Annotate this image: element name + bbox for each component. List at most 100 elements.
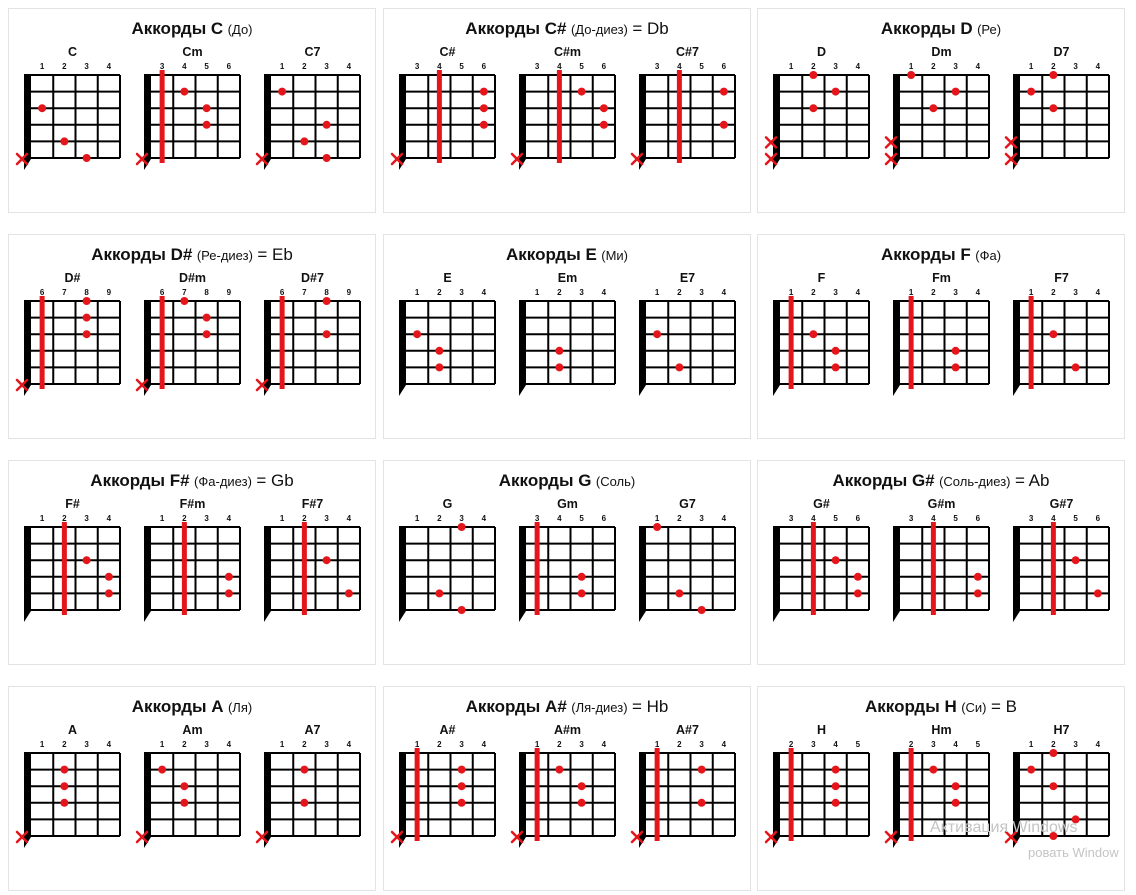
barre-line xyxy=(908,296,914,389)
chord-diagram: C 1 2 3 4 xyxy=(15,45,129,170)
chord-name: H xyxy=(817,723,826,737)
mute-mark xyxy=(15,830,29,844)
fret-number: 4 xyxy=(602,740,607,749)
fret-number: 2 xyxy=(811,62,816,71)
finger-dot xyxy=(973,572,982,581)
chord-diagram-svg: D#m 6 7 8 9 xyxy=(135,271,241,396)
finger-dot xyxy=(60,137,69,146)
fret-number: 6 xyxy=(227,62,232,71)
finger-dot xyxy=(809,330,818,339)
chord-diagram: C#7 3 4 5 6 xyxy=(630,45,744,170)
fret-number: 6 xyxy=(40,288,45,297)
fret-number: 8 xyxy=(84,288,89,297)
finger-dot xyxy=(60,765,69,774)
chord-diagram: C# 3 4 5 6 xyxy=(390,45,504,170)
chord-name: F#7 xyxy=(302,497,324,511)
finger-dot xyxy=(929,765,938,774)
finger-dot xyxy=(479,104,488,113)
panel-title-subtitle: (До-диез) xyxy=(570,22,628,37)
fret-number: 3 xyxy=(160,62,165,71)
finger-dot xyxy=(202,120,211,129)
nut xyxy=(399,300,406,396)
chord-diagram-svg: A# 1 2 3 4 xyxy=(390,723,496,848)
fret-number: 1 xyxy=(160,514,165,523)
fret-number: 6 xyxy=(602,62,607,71)
chord-diagram: F7 1 2 3 4 xyxy=(1006,271,1118,396)
finger-dot xyxy=(1049,330,1058,339)
chord-diagram-svg: F 1 2 3 4 xyxy=(773,271,870,396)
finger-dot xyxy=(278,87,287,96)
chord-diagram: G 1 2 3 4 xyxy=(392,497,504,622)
chord-diagram: G#7 3 4 5 6 xyxy=(1006,497,1118,622)
finger-dot xyxy=(719,87,728,96)
barre-line xyxy=(810,522,816,615)
panel-title: Аккорды E (Ми) xyxy=(384,245,750,265)
fret-number: 4 xyxy=(347,514,352,523)
nut xyxy=(773,300,780,396)
fret-number: 2 xyxy=(437,740,442,749)
fret-number: 4 xyxy=(227,740,232,749)
chord-panel: Аккорды C# (До-диез) = Db C# 3 4 5 6 C#m 3 4 5 6 C#… xyxy=(383,8,751,213)
fret-number: 4 xyxy=(856,62,861,71)
finger-dot xyxy=(809,104,818,113)
panel-title-subtitle: (Фа-диез) xyxy=(194,474,252,489)
fret-number: 8 xyxy=(324,288,329,297)
finger-dot xyxy=(951,363,960,372)
chord-panel: Аккорды G (Соль) G 1 2 3 4 Gm 3 4 5 6 G7 1 2 3 4 xyxy=(383,460,751,665)
nut xyxy=(399,526,406,622)
finger-dot xyxy=(1049,749,1058,757)
finger-dot xyxy=(479,87,488,96)
finger-dot xyxy=(479,120,488,129)
nut xyxy=(264,752,271,848)
finger-dot xyxy=(555,363,564,372)
fret-number: 4 xyxy=(953,740,958,749)
chord-name: C#7 xyxy=(676,45,699,59)
finger-dot xyxy=(555,765,564,774)
panel-title-name: Аккорды D xyxy=(880,19,973,38)
finger-dot xyxy=(224,572,233,581)
chord-panel: Аккорды D (Ре) D 1 2 3 4 Dm 1 2 3 4 D7 1 2 3 4 xyxy=(757,8,1125,213)
finger-dot xyxy=(457,765,466,774)
panel-title: Аккорды A (Ля) xyxy=(9,697,375,717)
fret-number: 1 xyxy=(280,514,285,523)
fret-number: 4 xyxy=(227,514,232,523)
fret-number: 2 xyxy=(811,288,816,297)
chord-name: A xyxy=(68,723,77,737)
fret-number: 9 xyxy=(227,288,232,297)
finger-dot xyxy=(951,346,960,355)
nut xyxy=(519,752,526,848)
chord-panel: Аккорды A (Ля) A 1 2 3 4 Am 1 2 3 4 A7 1 2 3 4 xyxy=(8,686,376,891)
fret-number: 4 xyxy=(722,740,727,749)
fret-number: 4 xyxy=(347,62,352,71)
chord-diagram-svg: Em 1 2 3 4 xyxy=(519,271,616,396)
finger-dot xyxy=(158,765,167,774)
fret-number: 2 xyxy=(557,740,562,749)
fret-number: 2 xyxy=(677,288,682,297)
chord-diagram: D 1 2 3 4 xyxy=(764,45,878,170)
panel-title-alias: = Gb xyxy=(256,471,294,490)
barre-line xyxy=(534,748,540,841)
chord-name: F# xyxy=(65,497,80,511)
fret-number: 3 xyxy=(415,62,420,71)
fret-number: 6 xyxy=(856,514,861,523)
chord-diagram: G#m 3 4 5 6 xyxy=(886,497,998,622)
mute-mark xyxy=(255,152,269,166)
chord-diagram: Hm 2 3 4 5 xyxy=(884,723,998,848)
fret-number: 2 xyxy=(677,740,682,749)
chord-diagram: D#7 6 7 8 9 xyxy=(255,271,369,396)
panel-title-subtitle: (Си) xyxy=(961,700,987,715)
fret-number: 3 xyxy=(204,740,209,749)
fret-number: 4 xyxy=(182,62,187,71)
finger-dot xyxy=(831,346,840,355)
chord-diagram-svg: D#7 6 7 8 9 xyxy=(255,271,361,396)
panel-title-subtitle: (Соль) xyxy=(595,474,636,489)
panel-title: Аккорды G (Соль) xyxy=(384,471,750,491)
fret-number: 2 xyxy=(931,288,936,297)
fret-number: 9 xyxy=(107,288,112,297)
fret-number: 5 xyxy=(953,514,958,523)
chord-diagram-svg: Am 1 2 3 4 xyxy=(135,723,241,848)
finger-dot xyxy=(1093,589,1102,598)
fret-number: 3 xyxy=(1029,514,1034,523)
chord-diagram-svg: H7 1 2 3 4 xyxy=(1004,723,1110,848)
fret-number: 4 xyxy=(107,62,112,71)
